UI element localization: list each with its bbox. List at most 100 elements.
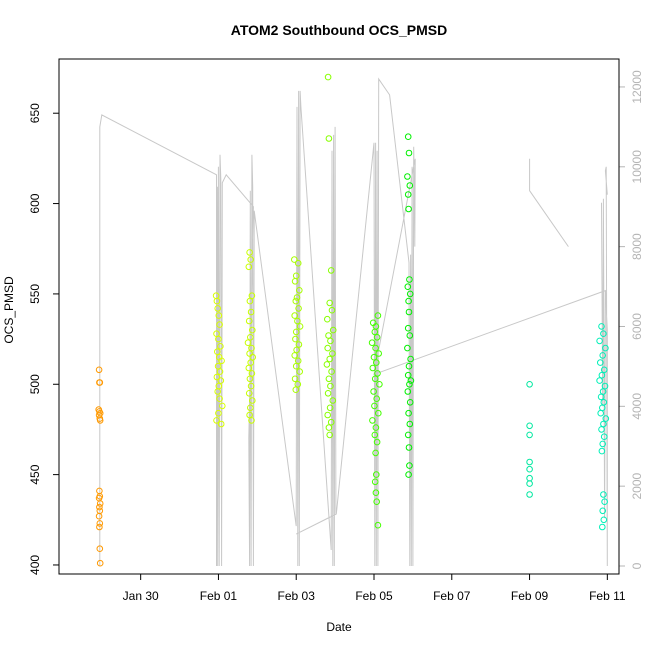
- data-point: [217, 343, 224, 350]
- data-point: [292, 362, 300, 370]
- data-point: [598, 323, 605, 330]
- x-axis-label: Date: [326, 620, 352, 634]
- x-tick-label: Feb 09: [511, 589, 549, 603]
- data-point: [246, 297, 254, 305]
- data-point: [291, 278, 299, 285]
- data-point: [600, 366, 608, 374]
- data-point: [214, 348, 221, 356]
- data-point: [373, 359, 380, 366]
- data-point: [406, 381, 413, 388]
- data-point: [526, 480, 533, 487]
- data-point: [597, 393, 605, 401]
- data-point: [96, 559, 104, 567]
- data-point: [291, 375, 299, 383]
- y-tick-label: 550: [28, 284, 42, 304]
- data-point: [368, 339, 376, 347]
- data-point: [371, 431, 379, 439]
- data-point: [597, 409, 605, 417]
- data-point: [247, 256, 254, 263]
- right-y-tick-label: 8000: [630, 233, 644, 260]
- data-point: [329, 397, 337, 404]
- data-point: [213, 373, 221, 381]
- data-point: [405, 205, 412, 213]
- data-point: [327, 382, 334, 390]
- data-point: [247, 404, 254, 412]
- data-point: [405, 409, 412, 417]
- data-point: [329, 350, 336, 357]
- data-point: [245, 317, 253, 325]
- data-point: [327, 418, 335, 426]
- data-point: [217, 377, 225, 384]
- data-point: [296, 368, 304, 375]
- data-point: [291, 352, 299, 359]
- data-point: [295, 341, 303, 348]
- data-point: [405, 471, 412, 478]
- data-point: [375, 409, 382, 417]
- data-point: [371, 402, 378, 410]
- data-point: [600, 516, 608, 524]
- data-point: [292, 328, 300, 336]
- data-point: [602, 344, 609, 352]
- y-tick-label: 650: [28, 103, 42, 123]
- data-point: [373, 395, 381, 403]
- data-point: [404, 388, 412, 395]
- data-point: [292, 386, 300, 394]
- data-point: [324, 344, 332, 352]
- data-point: [599, 523, 606, 531]
- data-point: [294, 259, 302, 267]
- data-point: [599, 440, 607, 448]
- data-point: [325, 135, 333, 142]
- data-point: [371, 478, 379, 486]
- data-point: [326, 355, 334, 363]
- data-point: [216, 368, 224, 375]
- data-point: [405, 362, 413, 370]
- data-point: [404, 191, 412, 198]
- data-point: [216, 321, 223, 328]
- data-point: [325, 424, 333, 431]
- data-point: [325, 375, 333, 383]
- data-point: [374, 521, 382, 529]
- data-point: [213, 417, 220, 424]
- right-y-tick-label: 2000: [630, 473, 644, 500]
- data-point: [405, 149, 413, 157]
- data-point: [600, 433, 608, 441]
- x-tick-label: Feb 11: [589, 589, 626, 603]
- data-point: [372, 449, 379, 457]
- data-point: [96, 503, 103, 511]
- data-point: [292, 297, 300, 305]
- data-point: [407, 377, 415, 384]
- data-point: [404, 133, 412, 140]
- data-point: [95, 512, 103, 520]
- data-point: [526, 422, 533, 430]
- data-point: [373, 438, 381, 446]
- data-point: [245, 263, 253, 271]
- data-point: [292, 335, 299, 343]
- data-point: [96, 520, 104, 527]
- data-point: [291, 256, 298, 263]
- data-point: [247, 382, 255, 390]
- data-point: [406, 462, 413, 469]
- data-point: [596, 377, 603, 384]
- data-point: [404, 324, 412, 332]
- data-point: [601, 498, 608, 506]
- data-point: [599, 507, 607, 515]
- data-point: [329, 326, 337, 334]
- data-point: [293, 294, 301, 301]
- data-point: [526, 465, 533, 473]
- data-point: [526, 381, 533, 388]
- data-point: [375, 350, 383, 357]
- data-point: [602, 415, 610, 422]
- data-point: [376, 381, 383, 388]
- data-point: [406, 420, 414, 428]
- data-point: [406, 399, 414, 406]
- data-point: [215, 409, 222, 417]
- data-point: [249, 326, 256, 334]
- chart-title: ATOM2 Southbound OCS_PMSD: [231, 22, 447, 38]
- data-point: [213, 297, 221, 305]
- data-point: [406, 332, 414, 339]
- data-point: [372, 424, 380, 431]
- data-point: [244, 339, 252, 347]
- data-point: [96, 379, 104, 386]
- data-point: [373, 334, 381, 341]
